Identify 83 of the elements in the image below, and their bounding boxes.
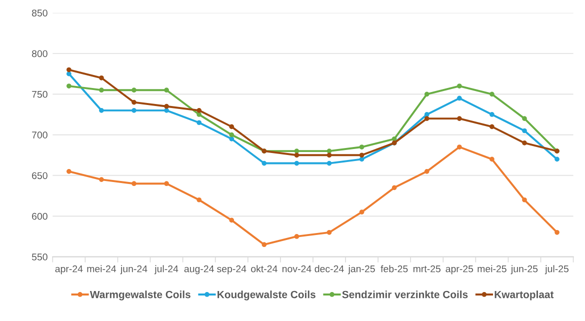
point <box>554 230 560 235</box>
point <box>132 100 136 105</box>
point <box>490 156 494 162</box>
point <box>392 136 397 142</box>
point <box>164 88 169 93</box>
point <box>359 152 364 158</box>
point <box>229 136 234 142</box>
point <box>196 120 202 126</box>
point <box>554 156 560 162</box>
point <box>66 168 72 174</box>
point <box>99 75 104 80</box>
point <box>66 84 72 88</box>
point <box>490 112 494 117</box>
point <box>66 71 72 76</box>
y-tick-label: 750 <box>32 90 48 98</box>
point <box>522 128 527 134</box>
point <box>164 104 169 109</box>
point <box>326 230 332 235</box>
x-tick-label: feb-25 <box>380 265 408 272</box>
x-tick-label: nov-24 <box>282 265 312 272</box>
y-tick-label: 650 <box>32 172 48 180</box>
point <box>196 112 202 117</box>
point <box>99 108 104 113</box>
point <box>132 108 136 113</box>
point <box>456 144 462 150</box>
point <box>456 116 462 121</box>
point <box>326 160 332 166</box>
point <box>522 197 527 202</box>
point <box>392 185 397 190</box>
point <box>522 116 527 121</box>
point <box>326 152 332 158</box>
x-tick-label: jun-24 <box>120 265 148 274</box>
point <box>132 181 136 186</box>
point <box>424 116 430 121</box>
point <box>99 177 104 182</box>
x-tick-label: aug-24 <box>184 265 214 274</box>
point <box>66 67 72 72</box>
point <box>424 112 430 117</box>
legend-label: Sendzimir verzinkte Coils <box>342 290 468 298</box>
x-tick-label: apr-25 <box>446 265 474 274</box>
point <box>424 92 430 97</box>
point <box>456 96 462 101</box>
point <box>359 156 364 162</box>
point <box>294 234 300 239</box>
y-tick-label: 600 <box>32 212 48 220</box>
point <box>196 108 202 113</box>
point <box>262 160 267 166</box>
point <box>196 197 202 202</box>
y-tick-label: 800 <box>32 50 48 58</box>
y-tick-label: 850 <box>32 10 48 16</box>
point <box>229 132 234 138</box>
x-tick-label: dec-24 <box>314 265 344 272</box>
y-tick-label: 700 <box>32 132 48 138</box>
legend-label: Koudgewalste Coils <box>218 290 316 300</box>
y-tick-label: 550 <box>32 254 48 260</box>
point <box>132 88 136 93</box>
point <box>164 108 169 113</box>
point <box>424 168 430 174</box>
point <box>229 124 234 130</box>
x-tick-label: jan-25 <box>348 265 375 274</box>
point <box>522 140 527 146</box>
legend-label: Kwartoplaat <box>494 290 554 300</box>
point <box>456 84 462 88</box>
legend-label: Warmgewalste Coils <box>90 290 190 300</box>
x-tick-label: okt-24 <box>251 265 278 272</box>
x-tick-label: jun-25 <box>510 265 538 274</box>
point <box>99 88 104 93</box>
x-tick-label: sep-24 <box>217 265 246 274</box>
x-tick-label: mei-24 <box>87 265 116 272</box>
x-tick-label: apr-24 <box>55 265 83 274</box>
x-tick-label: mrt-25 <box>413 265 441 272</box>
point <box>164 181 169 186</box>
point <box>294 152 300 158</box>
point <box>490 92 494 97</box>
x-tick-label: jul-25 <box>544 265 569 274</box>
point <box>490 124 494 130</box>
x-tick-label: mei-25 <box>478 265 506 272</box>
point <box>229 218 234 223</box>
point <box>294 160 300 166</box>
x-tick-label: jul-24 <box>154 265 178 274</box>
point <box>359 210 364 215</box>
point <box>359 144 364 150</box>
point <box>262 242 267 248</box>
